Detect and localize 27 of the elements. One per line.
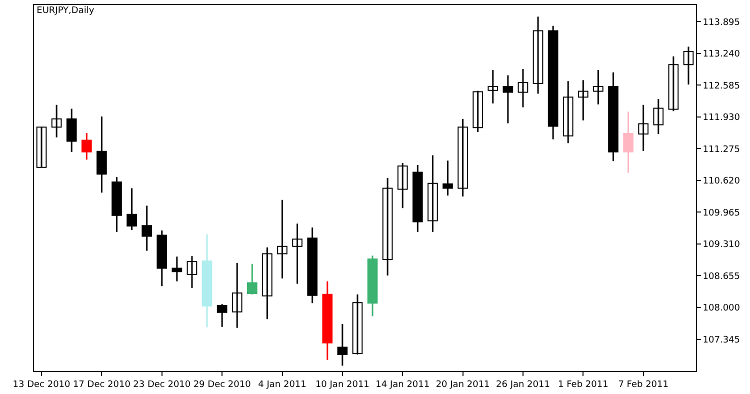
y-tick-label: 109.310 <box>702 240 740 250</box>
y-tick-label: 109.965 <box>702 208 740 218</box>
x-tick-label: 20 Jan 2011 <box>436 380 490 390</box>
y-tick-label: 107.345 <box>702 335 740 346</box>
x-tick-label: 13 Dec 2010 <box>12 380 71 390</box>
x-tick-label: 7 Feb 2011 <box>618 380 668 390</box>
candlestick <box>36 126 47 168</box>
y-tick-label: 108.000 <box>702 304 740 314</box>
candlestick <box>488 69 498 104</box>
y-tick-label: 111.930 <box>702 113 740 124</box>
x-tick-label: 26 Jan 2011 <box>496 380 550 390</box>
chart-title: EURJPY,Daily <box>36 6 95 16</box>
x-tick-label: 29 Dec 2010 <box>193 380 252 390</box>
y-tick-label: 110.620 <box>702 176 740 187</box>
y-tick-label: 112.585 <box>702 81 740 92</box>
y-tick-label: 113.240 <box>702 50 740 60</box>
candlestick <box>292 222 302 284</box>
x-tick-label: 1 Feb 2011 <box>558 380 608 390</box>
candlestick <box>593 69 604 106</box>
y-tick-label: 113.895 <box>702 18 740 28</box>
x-tick-label: 14 Jan 2011 <box>376 380 430 390</box>
x-tick-label: 10 Jan 2011 <box>315 380 370 390</box>
x-tick-label: 17 Dec 2010 <box>72 380 131 390</box>
x-tick-label: 23 Dec 2010 <box>133 380 191 390</box>
y-tick-label: 111.275 <box>702 144 740 155</box>
x-tick-label: 4 Jan 2011 <box>258 380 306 390</box>
y-tick-label: 108.655 <box>702 272 740 282</box>
